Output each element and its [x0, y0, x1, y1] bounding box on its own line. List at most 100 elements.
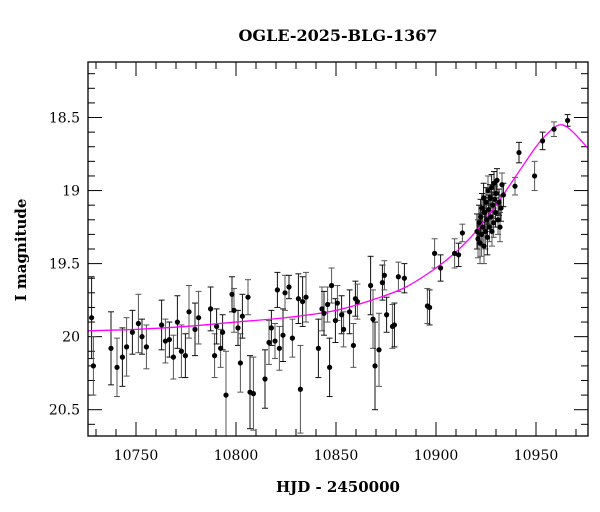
data-point [319, 306, 325, 312]
data-point [239, 313, 245, 319]
data-point [370, 316, 376, 322]
x-tick-label: 10950 [514, 448, 559, 464]
data-point [379, 280, 385, 286]
data-point [135, 320, 141, 327]
data-point [274, 287, 280, 293]
data-point [143, 344, 149, 350]
data-point [139, 334, 145, 340]
data-point [334, 300, 340, 306]
data-point [297, 386, 303, 392]
data-point [459, 230, 465, 236]
data-point [456, 252, 462, 258]
data-point [89, 315, 95, 321]
data-point [229, 291, 235, 297]
data-point [484, 234, 490, 240]
data-point [478, 214, 484, 220]
data-point [186, 309, 192, 315]
data-point [208, 306, 214, 312]
data-point [493, 209, 499, 216]
data-point [90, 363, 96, 369]
data-point [540, 138, 546, 144]
data-point [488, 214, 494, 220]
data-point [178, 348, 184, 354]
data-point [266, 339, 272, 346]
data-point [280, 332, 286, 338]
data-point [475, 236, 481, 242]
data-point [192, 326, 198, 332]
data-point [477, 240, 483, 246]
data-point [484, 217, 490, 223]
data-point [479, 205, 485, 211]
data-point [489, 228, 495, 235]
data-point [174, 319, 180, 325]
data-point [496, 199, 502, 205]
data-point [119, 354, 125, 360]
data-points [89, 117, 571, 398]
data-point [497, 224, 503, 230]
data-point [384, 312, 390, 318]
data-point [565, 117, 571, 124]
data-point [489, 185, 495, 191]
data-point [170, 354, 176, 360]
x-tick-label: 10800 [214, 448, 259, 464]
data-point [372, 363, 378, 369]
data-point [114, 364, 120, 370]
y-tick-label: 20.5 [49, 403, 80, 419]
data-point [182, 353, 188, 359]
data-point [498, 205, 504, 211]
data-point [214, 323, 220, 330]
y-tick-labels: 18.5 19 19.5 20 20.5 [49, 111, 80, 419]
data-point [159, 322, 165, 328]
data-point [237, 360, 243, 366]
x-tick-label: 10900 [414, 448, 459, 464]
data-point [493, 190, 499, 197]
data-point [250, 391, 256, 397]
data-point [223, 392, 229, 398]
data-point [218, 345, 224, 351]
axis-ticks [88, 62, 588, 436]
data-point [300, 298, 306, 305]
data-point [354, 298, 360, 305]
data-point [350, 342, 356, 349]
data-point [325, 301, 331, 308]
data-point [332, 317, 338, 324]
x-tick-label: 10750 [114, 448, 159, 464]
data-point [286, 284, 292, 290]
data-point [452, 250, 458, 256]
data-point [494, 177, 500, 183]
data-point [483, 199, 489, 205]
data-point [480, 224, 486, 230]
y-tick-label: 19 [62, 184, 80, 200]
data-point [482, 228, 488, 235]
data-point [391, 322, 397, 328]
data-point [491, 220, 497, 226]
data-point [235, 325, 241, 331]
data-point [268, 325, 274, 331]
data-point [551, 126, 557, 132]
data-point [315, 345, 321, 351]
data-point [220, 329, 226, 335]
data-point [289, 335, 295, 341]
data-point [481, 195, 487, 201]
data-point [196, 315, 202, 321]
data-point [476, 220, 482, 226]
data-point [166, 336, 172, 343]
y-axis-label: I magnitude [12, 199, 30, 302]
plot-frame [87, 61, 589, 437]
data-point [479, 231, 485, 237]
data-point [487, 195, 493, 201]
data-point [516, 149, 522, 156]
data-point [162, 338, 168, 344]
x-tick-labels: 10750 10800 10850 10900 10950 [114, 448, 559, 464]
data-point [212, 353, 218, 359]
data-point [303, 294, 309, 300]
error-bars [88, 114, 571, 436]
data-point [499, 182, 505, 188]
data-point [485, 187, 491, 194]
data-point [486, 206, 492, 213]
data-point [347, 309, 353, 315]
data-point [512, 183, 518, 189]
data-point [376, 347, 382, 353]
data-point [381, 272, 387, 278]
